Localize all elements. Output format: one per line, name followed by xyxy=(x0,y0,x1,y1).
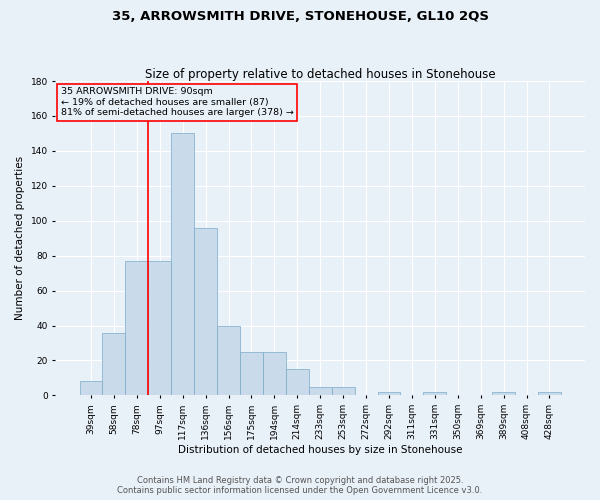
Bar xyxy=(263,352,286,396)
Y-axis label: Number of detached properties: Number of detached properties xyxy=(15,156,25,320)
Bar xyxy=(171,134,194,396)
Bar xyxy=(194,228,217,396)
Text: Contains HM Land Registry data © Crown copyright and database right 2025.
Contai: Contains HM Land Registry data © Crown c… xyxy=(118,476,482,495)
X-axis label: Distribution of detached houses by size in Stonehouse: Distribution of detached houses by size … xyxy=(178,445,463,455)
Bar xyxy=(148,261,171,396)
Bar xyxy=(332,386,355,396)
Bar xyxy=(217,326,240,396)
Bar xyxy=(240,352,263,396)
Bar xyxy=(309,386,332,396)
Title: Size of property relative to detached houses in Stonehouse: Size of property relative to detached ho… xyxy=(145,68,496,81)
Text: 35 ARROWSMITH DRIVE: 90sqm
← 19% of detached houses are smaller (87)
81% of semi: 35 ARROWSMITH DRIVE: 90sqm ← 19% of deta… xyxy=(61,88,293,117)
Bar xyxy=(103,332,125,396)
Bar xyxy=(424,392,446,396)
Text: 35, ARROWSMITH DRIVE, STONEHOUSE, GL10 2QS: 35, ARROWSMITH DRIVE, STONEHOUSE, GL10 2… xyxy=(112,10,488,23)
Bar xyxy=(286,369,309,396)
Bar xyxy=(492,392,515,396)
Bar xyxy=(80,382,103,396)
Bar xyxy=(125,261,148,396)
Bar xyxy=(377,392,400,396)
Bar xyxy=(538,392,561,396)
